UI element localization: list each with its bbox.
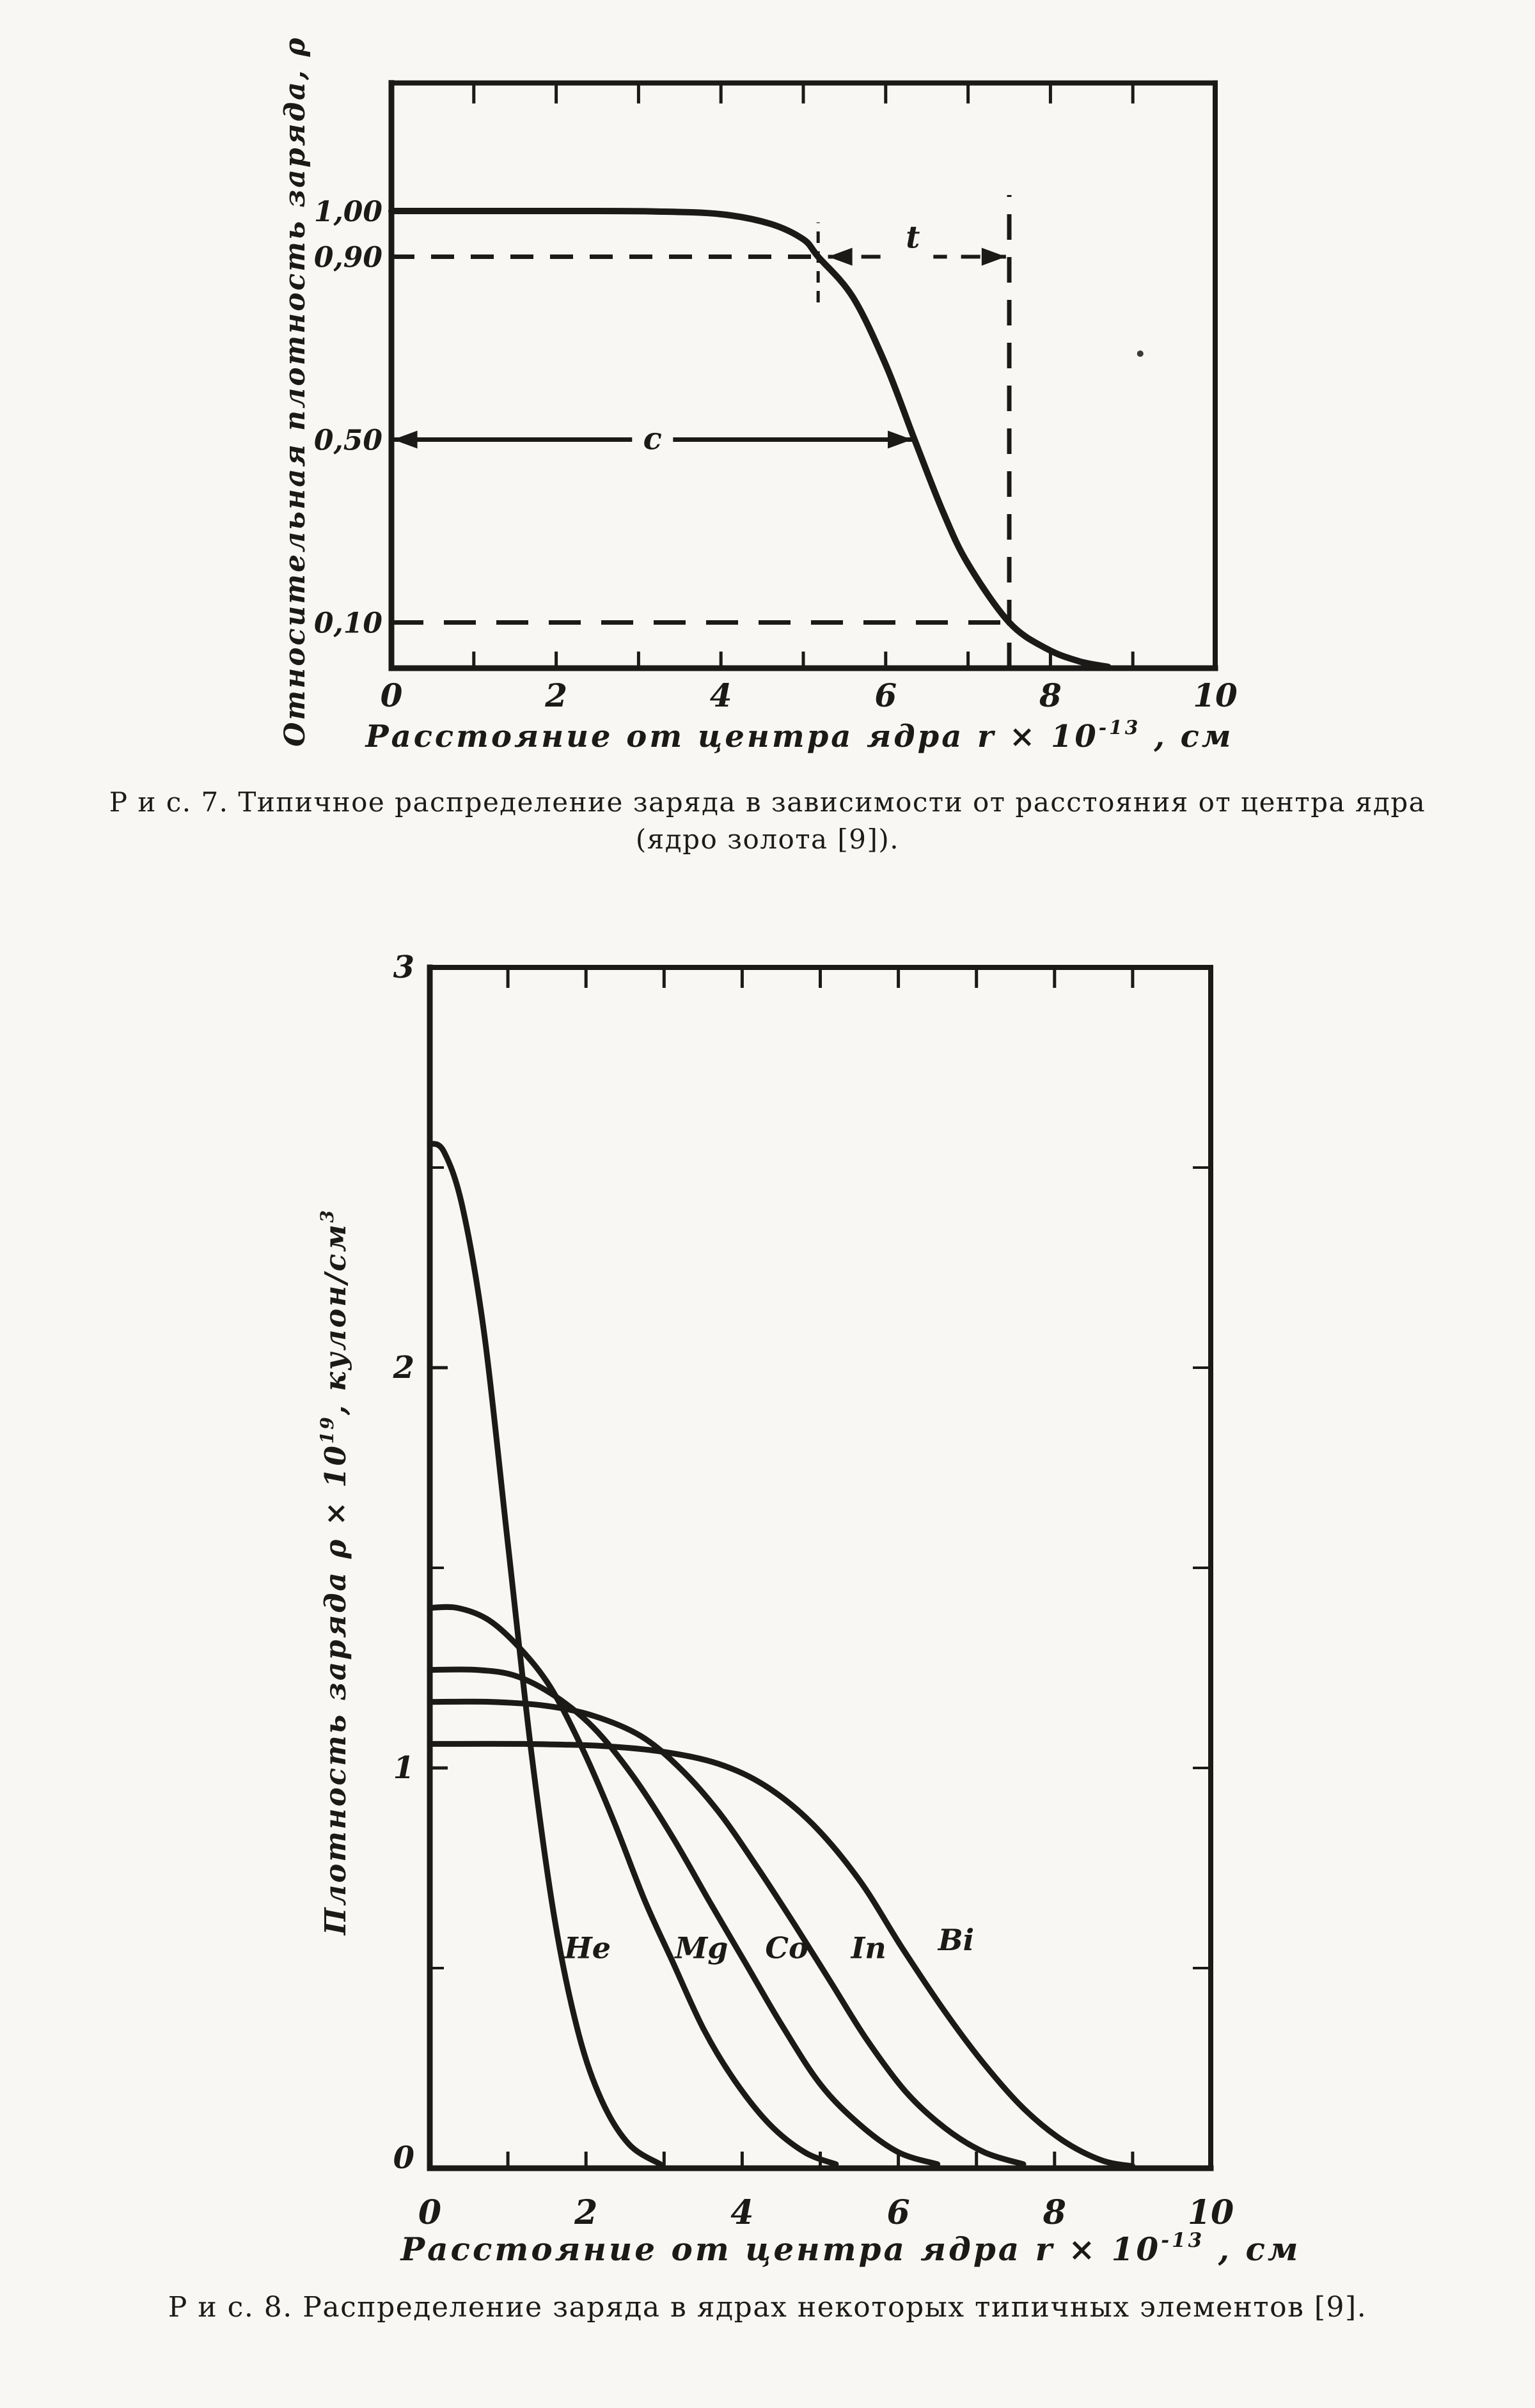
fig8-series-He <box>427 1140 663 2168</box>
fig7-y-tick-label-0,10: 0,10 <box>314 607 383 640</box>
arrowhead-right <box>981 247 1006 266</box>
fig7-y-axis-title: Относительная плотность заряда, ρ <box>279 36 311 746</box>
fig7-x-tick-label-2: 2 <box>544 676 567 714</box>
arrowhead-left <box>828 247 853 266</box>
fig8-x-tick-label-6: 6 <box>887 2193 910 2232</box>
fig8-x-tick-label-2: 2 <box>574 2193 597 2232</box>
fig8-x-tick-label-8: 8 <box>1043 2193 1066 2232</box>
fig8-curve-label-Bi: Bi <box>937 1923 974 1957</box>
fig8-y-tick-label-0: 0 <box>393 2140 414 2176</box>
fig7-x-tick-label-0: 0 <box>381 676 403 714</box>
fig7-plot: 0 2 4 6 8 10 1,00 0,90 0,50 0,10 Расстояние от цен… <box>279 36 1238 754</box>
fig8-y-tick-label-3: 3 <box>393 950 414 985</box>
fig8-series-Bi <box>427 1740 1136 2170</box>
fig7-x-tick-label-8: 8 <box>1039 676 1062 714</box>
fig8-curve-label-Co: Co <box>765 1931 808 1966</box>
fig8-y-axis-title: Плотность заряда ρ × 1019, кулон/см3 <box>317 1208 352 1936</box>
figure7-caption-line1: Р и с. 7. Типичное распределение заряда … <box>109 786 1426 818</box>
fig8-series-In <box>427 1698 1027 2168</box>
fig7-y-tick-label-0,90: 0,90 <box>314 242 383 274</box>
fig7-x-tick-label-10: 10 <box>1193 676 1238 714</box>
figure7-caption: Р и с. 7. Типичное распределение заряда … <box>0 784 1535 858</box>
figure8-caption-line1: Р и с. 8. Распределение заряда в ядрах н… <box>168 2291 1367 2324</box>
label-gap-patch <box>892 218 934 265</box>
fig8-x-axis-title: Расстояние от центра ядра r × 10-13 , см <box>400 2229 1301 2268</box>
figure8-caption: Р и с. 8. Распределение заряда в ядрах н… <box>0 2289 1535 2326</box>
fig8-x-tick-label-0: 0 <box>418 2193 441 2232</box>
scan-speck <box>1137 350 1144 357</box>
fig8-series-Mg <box>427 1604 839 2168</box>
fig7-x-axis-title: Расстояние от центра ядра r × 10-13 , см <box>365 717 1234 754</box>
fig8-y-tick-label-1: 1 <box>393 1750 414 1786</box>
figure7-caption-line2: (ядро золота [9]). <box>635 824 900 855</box>
fig8-curve-label-In: In <box>850 1931 886 1966</box>
fig7-annotation-label-t: t <box>906 220 920 256</box>
fig8-x-tick-label-10: 10 <box>1188 2193 1234 2232</box>
fig7-y-tick-label-0,50: 0,50 <box>314 425 383 457</box>
arrowhead-right <box>888 430 913 449</box>
fig8-x-tick-label-4: 4 <box>730 2193 753 2232</box>
fig7-annotation-label-c: c <box>643 421 662 457</box>
fig7-x-tick-label-6: 6 <box>874 676 897 714</box>
figure7-chart: 0 2 4 6 8 10 1,00 0,90 0,50 0,10 Расстояние от цен… <box>279 36 1238 754</box>
arrowhead-left <box>393 430 418 449</box>
fig8-y-tick-label-2: 2 <box>393 1350 414 1386</box>
fig8-series-Co <box>427 1666 941 2168</box>
label-gap-patch <box>632 410 673 465</box>
fig7-y-tick-label-1,00: 1,00 <box>314 196 383 228</box>
fig7-x-tick-label-4: 4 <box>710 676 732 714</box>
fig8-curve-label-He: He <box>563 1931 611 1966</box>
fig8-curve-label-Mg: Mg <box>673 1931 728 1966</box>
